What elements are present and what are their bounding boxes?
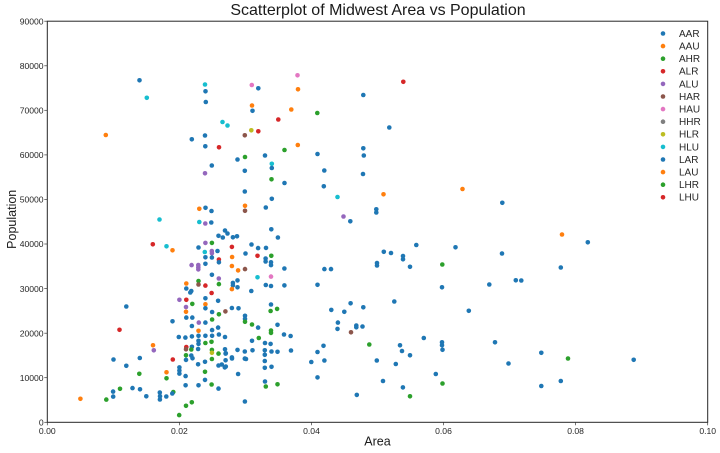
svg-text:AHR: AHR	[679, 54, 700, 65]
svg-text:HLU: HLU	[679, 142, 699, 153]
svg-text:Scatterplot of Midwest Area vs: Scatterplot of Midwest Area vs Populatio…	[230, 2, 525, 19]
svg-text:30000: 30000	[20, 284, 44, 294]
svg-text:LAU: LAU	[679, 168, 698, 179]
svg-text:80000: 80000	[20, 61, 44, 71]
svg-text:ALU: ALU	[679, 79, 698, 90]
svg-text:HAR: HAR	[679, 92, 700, 103]
svg-text:HHR: HHR	[679, 117, 701, 128]
svg-text:60000: 60000	[20, 150, 44, 160]
svg-text:20000: 20000	[20, 328, 44, 338]
svg-text:0.00: 0.00	[39, 426, 56, 436]
svg-text:10000: 10000	[20, 373, 44, 383]
svg-text:LHR: LHR	[679, 180, 699, 191]
svg-text:Area: Area	[364, 435, 390, 449]
svg-text:ALR: ALR	[679, 67, 698, 78]
svg-text:50000: 50000	[20, 195, 44, 205]
svg-text:0.10: 0.10	[699, 426, 716, 436]
svg-text:Population: Population	[5, 190, 19, 249]
svg-text:70000: 70000	[20, 106, 44, 116]
svg-text:HLR: HLR	[679, 130, 699, 141]
svg-text:0.08: 0.08	[567, 426, 584, 436]
svg-text:HAU: HAU	[679, 105, 700, 116]
svg-text:AAR: AAR	[679, 29, 700, 40]
svg-text:0: 0	[39, 418, 44, 428]
svg-text:0.04: 0.04	[303, 426, 320, 436]
svg-text:40000: 40000	[20, 239, 44, 249]
svg-text:LHU: LHU	[679, 193, 699, 204]
svg-text:0.06: 0.06	[435, 426, 452, 436]
svg-text:0.02: 0.02	[171, 426, 188, 436]
svg-text:90000: 90000	[20, 16, 44, 26]
svg-text:AAU: AAU	[679, 42, 700, 53]
svg-text:LAR: LAR	[679, 155, 698, 166]
